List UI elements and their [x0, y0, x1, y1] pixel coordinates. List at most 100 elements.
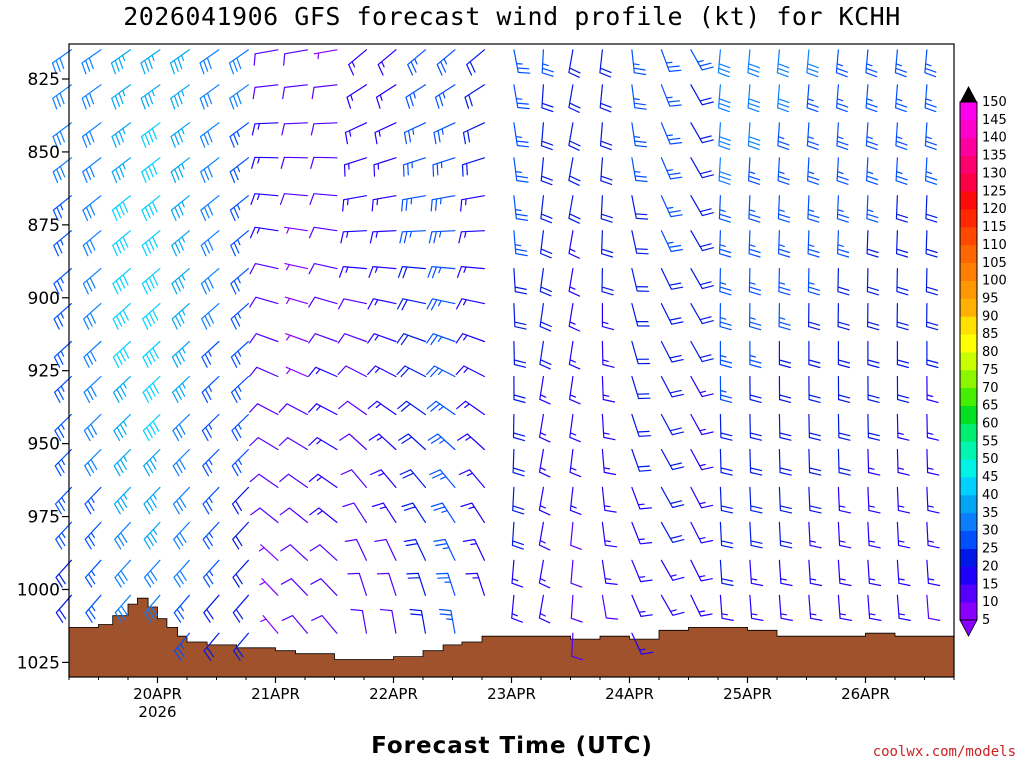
- wind-barb: [343, 157, 367, 177]
- colorbar-swatch: [960, 387, 977, 406]
- wind-barb: [308, 263, 338, 275]
- wind-barb: [568, 157, 581, 186]
- colorbar-swatch: [960, 334, 977, 353]
- wind-barb: [808, 559, 823, 587]
- wind-barb: [601, 594, 619, 620]
- y-tick-label: 825: [28, 70, 60, 90]
- wind-barb: [278, 403, 308, 416]
- wind-barb: [171, 303, 190, 330]
- wind-barb: [568, 230, 580, 259]
- wind-barb: [456, 400, 485, 416]
- y-axis: 825 850 875 900 925 950 975 1000 1025: [17, 70, 69, 673]
- wind-barb: [249, 473, 279, 488]
- wind-barb: [112, 268, 131, 295]
- wind-barb: [114, 521, 131, 550]
- wind-barb: [631, 157, 648, 183]
- wind-barb: [169, 49, 190, 75]
- wind-barb: [342, 195, 367, 212]
- wind-barb: [540, 195, 553, 224]
- colorbar-label: 25: [982, 542, 999, 557]
- wind-barb: [717, 49, 731, 78]
- wind-barb: [283, 49, 308, 66]
- wind-barb: [465, 572, 485, 596]
- wind-barb: [776, 49, 790, 78]
- wind-barb: [511, 559, 524, 588]
- wind-barb: [140, 84, 161, 110]
- wind-barb: [308, 403, 338, 416]
- wind-barb: [53, 230, 72, 257]
- wind-barb: [284, 226, 308, 234]
- wind-barb: [748, 230, 761, 258]
- wind-barb: [836, 195, 849, 223]
- colorbar-label: 130: [982, 166, 1007, 181]
- colorbar-label: 20: [982, 559, 999, 574]
- wind-barb: [660, 448, 685, 471]
- wind-barb: [631, 375, 651, 400]
- wind-barb: [599, 122, 613, 151]
- wind-barb: [464, 84, 485, 109]
- wind-barb: [926, 559, 941, 587]
- wind-barb: [377, 49, 397, 76]
- colorbar-swatch: [960, 155, 977, 174]
- wind-barb: [777, 122, 790, 150]
- wind-barb: [865, 84, 878, 113]
- wind-barb: [631, 268, 650, 292]
- colorbar-swatch: [960, 548, 977, 567]
- wind-barb: [337, 333, 367, 344]
- wind-barb: [571, 632, 584, 661]
- wind-barb: [896, 303, 909, 331]
- wind-barb: [807, 195, 820, 223]
- wind-barb: [430, 502, 456, 523]
- wind-barb: [778, 375, 792, 403]
- wind-barb: [433, 538, 456, 561]
- wind-barb: [749, 559, 764, 587]
- wind-barb: [660, 195, 683, 218]
- wind-barb: [867, 303, 880, 331]
- wind-barb: [749, 486, 763, 514]
- wind-barb: [402, 157, 426, 177]
- wind-barb: [747, 122, 761, 150]
- wind-barb: [229, 195, 249, 222]
- wind-barb: [895, 122, 908, 150]
- colorbar-swatch: [960, 530, 977, 549]
- wind-barb: [690, 122, 714, 144]
- wind-barb: [749, 521, 763, 549]
- wind-barb: [538, 594, 551, 624]
- wind-barb: [199, 84, 220, 110]
- wind-barb: [367, 400, 397, 416]
- wind-barb: [867, 521, 881, 549]
- wind-barb: [202, 486, 220, 515]
- wind-barb: [540, 122, 554, 151]
- wind-barb: [538, 486, 551, 516]
- wind-barb: [232, 594, 249, 623]
- wind-barb: [719, 448, 733, 476]
- wind-barb: [170, 122, 190, 148]
- wind-barb: [344, 538, 367, 561]
- wind-barb: [837, 340, 850, 369]
- wind-barb: [601, 521, 618, 548]
- wind-barb: [601, 303, 615, 331]
- colorbar-label: 35: [982, 506, 999, 521]
- wind-barb: [808, 594, 823, 621]
- wind-barb: [690, 448, 714, 471]
- wind-barb: [141, 230, 161, 257]
- wind-barb: [83, 413, 102, 442]
- colorbar-label: 65: [982, 399, 999, 414]
- colorbar-swatch: [960, 316, 977, 335]
- wind-barb: [379, 608, 397, 634]
- wind-barb: [82, 195, 102, 222]
- wind-barb: [631, 486, 652, 510]
- wind-barb: [690, 84, 714, 106]
- wind-barb: [570, 521, 582, 550]
- wind-barb: [401, 502, 426, 523]
- wind-barb: [230, 230, 249, 257]
- wind-barb: [748, 268, 761, 296]
- colorbar-label: 110: [982, 238, 1007, 253]
- wind-barb: [200, 195, 220, 222]
- wind-barb: [867, 413, 880, 441]
- wind-barb: [84, 448, 102, 477]
- wind-barb: [429, 469, 456, 488]
- wind-barb: [719, 375, 733, 403]
- wind-barb: [174, 632, 190, 661]
- wind-barb: [867, 486, 881, 514]
